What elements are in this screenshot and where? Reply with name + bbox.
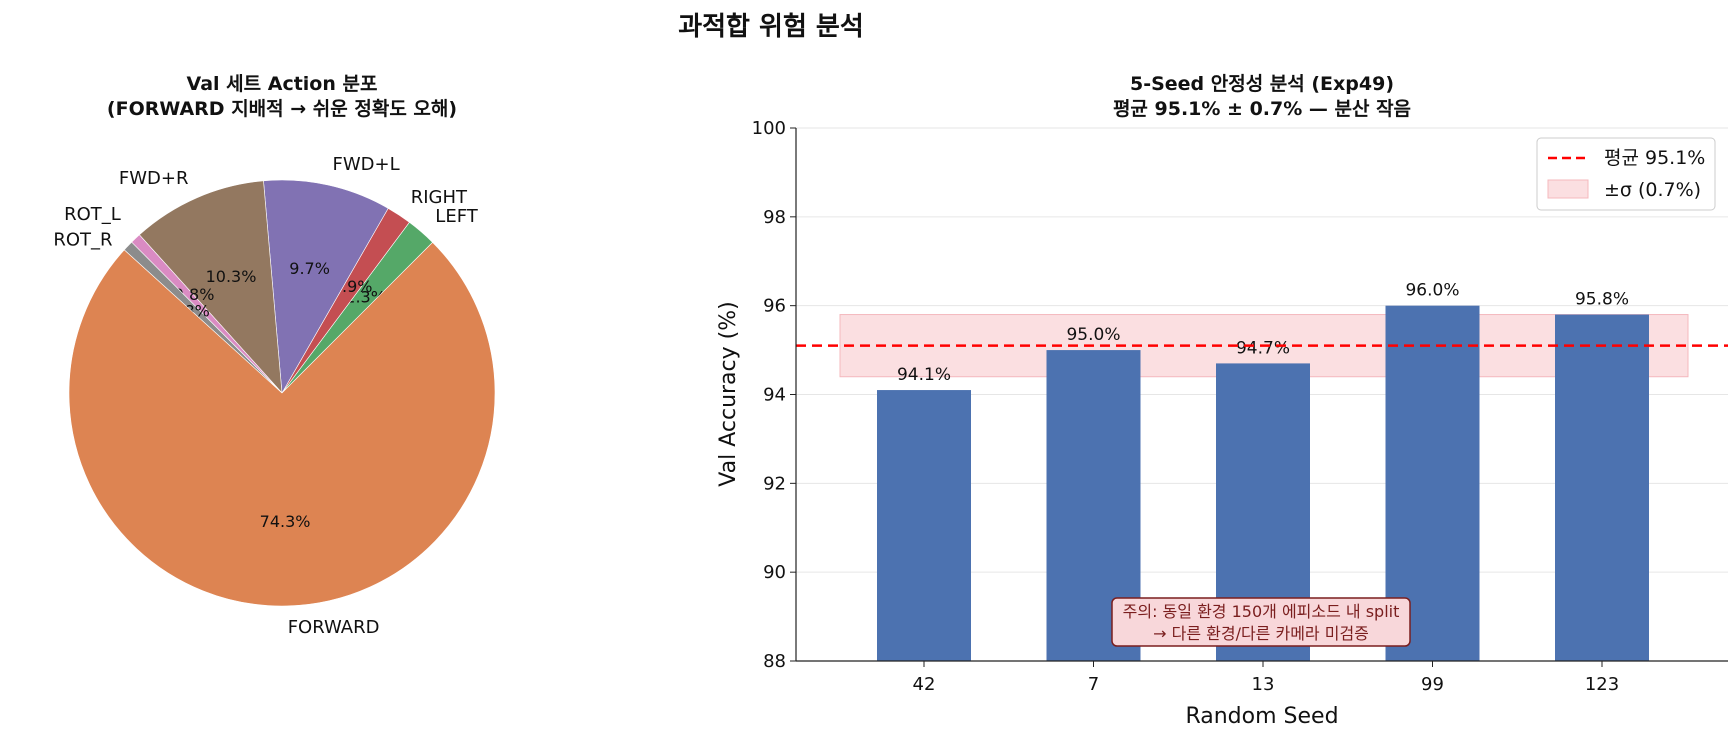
- pie-title: Val 세트 Action 분포: [187, 73, 378, 95]
- pie-slice-fwd-r: [138, 180, 283, 394]
- y-tick-label: 98: [763, 207, 786, 228]
- pie-slice-forward: [68, 241, 496, 607]
- bar-subtitle: 평균 95.1% ± 0.7% — 분산 작음: [1113, 98, 1411, 120]
- y-tick-label: 94: [763, 385, 786, 406]
- caution-line-1: 주의: 동일 환경 150개 에피소드 내 split: [1123, 602, 1400, 621]
- caution-note: 주의: 동일 환경 150개 에피소드 내 split → 다른 환경/다른 카…: [1111, 597, 1411, 647]
- pie-label-rot-r: ROT_R: [53, 229, 112, 250]
- caution-box: [1111, 597, 1411, 647]
- x-tick-label: 13: [1252, 674, 1275, 695]
- x-tick-label: 42: [913, 674, 936, 695]
- bar-value-label: 95.8%: [1575, 290, 1629, 310]
- legend-band-swatch: [1547, 179, 1589, 199]
- pie-label-rot-l: ROT_L: [64, 204, 121, 225]
- x-tick-label: 7: [1088, 674, 1099, 695]
- y-tick-label: 88: [763, 651, 786, 672]
- x-tick-label: 99: [1421, 674, 1444, 695]
- bar-seed-123: [1555, 314, 1649, 661]
- pie-pct-fwd-r: 10.3%: [206, 267, 257, 286]
- x-axis-label: Random Seed: [1185, 704, 1338, 729]
- legend: 평균 95.1% ±σ (0.7%): [1536, 137, 1716, 211]
- caution-line-2: → 다른 환경/다른 카메라 미검증: [1153, 624, 1369, 643]
- legend-mean-label: 평균 95.1%: [1604, 147, 1705, 169]
- y-axis-label: Val Accuracy (%): [716, 301, 741, 486]
- bar-value-label: 94.1%: [897, 365, 951, 385]
- x-tick-label: 123: [1585, 674, 1619, 695]
- pie-label-forward: FORWARD: [288, 617, 380, 638]
- y-tick-label: 92: [763, 473, 786, 494]
- legend-band-label: ±σ (0.7%): [1604, 179, 1701, 201]
- pie-chart: LEFT2.3%RIGHT1.9%FWD+L9.7%FWD+R10.3%ROT_…: [53, 154, 496, 638]
- pie-label-fwd-r: FWD+R: [119, 168, 189, 189]
- pie-slice-fwd-l: [263, 179, 389, 394]
- pie-label-left: LEFT: [435, 206, 478, 227]
- bar-value-label: 95.0%: [1066, 325, 1120, 345]
- bar-seed-42: [877, 390, 971, 661]
- pie-label-right: RIGHT: [411, 187, 468, 208]
- bar-title: 5-Seed 안정성 분석 (Exp49): [1130, 73, 1394, 95]
- bar-value-label: 94.7%: [1236, 338, 1290, 358]
- y-tick-label: 90: [763, 562, 786, 583]
- pie-subtitle: (FORWARD 지배적 → 쉬운 정확도 오해): [107, 97, 457, 120]
- pie-pct-forward: 74.3%: [260, 512, 311, 531]
- y-tick-label: 96: [763, 296, 786, 317]
- pie-label-fwd-l: FWD+L: [333, 154, 400, 175]
- bar-value-label: 96.0%: [1405, 281, 1459, 301]
- y-tick-label: 100: [752, 118, 786, 139]
- figure-title: 과적합 위험 분석: [678, 12, 864, 42]
- pie-pct-fwd-l: 9.7%: [289, 259, 330, 278]
